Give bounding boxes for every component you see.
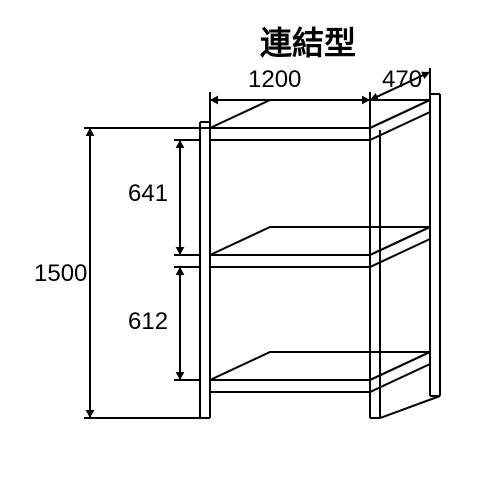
shelving-diagram	[0, 0, 500, 500]
